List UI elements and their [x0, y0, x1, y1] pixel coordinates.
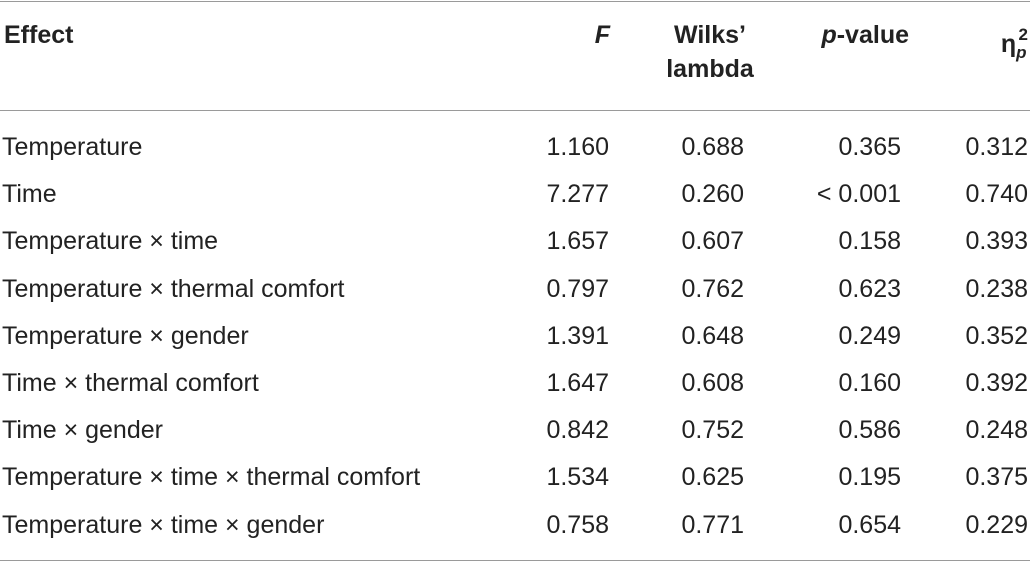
table-row: Time × gender 0.842 0.752 0.586 0.248: [0, 407, 1030, 454]
cell-partial-eta-squared: 0.375: [965, 463, 1028, 492]
cell-partial-eta-squared: 0.248: [965, 416, 1028, 445]
cell-partial-eta-squared: 0.238: [965, 274, 1028, 303]
cell-f: 1.391: [546, 321, 609, 350]
header-effect: Effect: [4, 21, 74, 49]
cell-effect: Time: [2, 180, 57, 209]
table-row: Temperature × gender 1.391 0.648 0.249 0.352: [0, 313, 1030, 360]
table-row: Temperature × thermal comfort 0.797 0.762 0…: [0, 266, 1030, 313]
cell-partial-eta-squared: 0.393: [965, 227, 1028, 256]
cell-p-value: 0.365: [838, 133, 901, 161]
header-p-rest: -value: [836, 21, 909, 49]
cell-f: 0.758: [546, 510, 609, 539]
cell-wilks-lambda: 0.648: [681, 321, 744, 350]
cell-wilks-lambda: 0.688: [681, 133, 744, 161]
table-row: Temperature 1.160 0.688 0.365 0.312: [0, 124, 1030, 171]
cell-wilks-lambda: 0.762: [681, 274, 744, 303]
cell-effect: Temperature × thermal comfort: [2, 274, 345, 303]
header-eta-symbol: η: [1000, 30, 1017, 58]
cell-partial-eta-squared: 0.392: [965, 368, 1028, 397]
cell-f: 7.277: [546, 180, 609, 209]
bottom-rule: [0, 560, 1030, 561]
cell-p-value: < 0.001: [816, 180, 901, 209]
cell-f: 1.534: [546, 463, 609, 492]
table-row: Time 7.277 0.260 < 0.001 0.740: [0, 171, 1030, 218]
cell-effect: Temperature: [2, 133, 143, 161]
table-row: Temperature × time × thermal comfort 1.53…: [0, 454, 1030, 501]
cell-p-value: 0.249: [838, 321, 901, 350]
header-partial-eta-squared: ηp2: [1001, 18, 1028, 70]
header-p-italic: p: [821, 21, 837, 49]
cell-p-value: 0.195: [838, 463, 901, 492]
cell-f: 1.657: [546, 227, 609, 256]
header-f: F: [594, 21, 610, 49]
cell-effect: Temperature × time: [2, 227, 219, 256]
cell-effect: Time × thermal comfort: [2, 368, 259, 397]
cell-f: 0.797: [546, 274, 609, 303]
cell-f: 0.842: [546, 416, 609, 445]
header-rule: [0, 110, 1030, 111]
cell-partial-eta-squared: 0.312: [965, 133, 1028, 161]
cell-wilks-lambda: 0.260: [681, 180, 744, 209]
cell-p-value: 0.654: [838, 510, 901, 539]
header-eta-superscript: 2: [1018, 25, 1028, 44]
cell-effect: Temperature × gender: [2, 321, 249, 350]
header-wilks-line2: lambda: [666, 55, 754, 83]
table-row: Temperature × time 1.657 0.607 0.158 0.393: [0, 218, 1030, 265]
header-wilks-line1: Wilks’: [673, 21, 747, 49]
cell-f: 1.647: [546, 368, 609, 397]
cell-p-value: 0.623: [838, 274, 901, 303]
cell-effect: Time × gender: [2, 416, 163, 445]
cell-partial-eta-squared: 0.229: [965, 510, 1028, 539]
cell-wilks-lambda: 0.625: [681, 463, 744, 492]
cell-partial-eta-squared: 0.740: [965, 180, 1028, 209]
cell-effect: Temperature × time × gender: [2, 510, 325, 539]
cell-wilks-lambda: 0.752: [681, 416, 744, 445]
header-eta-subscript: p: [1016, 43, 1027, 62]
cell-wilks-lambda: 0.771: [681, 510, 744, 539]
cell-f: 1.160: [546, 133, 609, 161]
top-rule: [0, 1, 1030, 2]
cell-p-value: 0.160: [838, 368, 901, 397]
cell-p-value: 0.158: [838, 227, 901, 256]
cell-wilks-lambda: 0.608: [681, 368, 744, 397]
cell-partial-eta-squared: 0.352: [965, 321, 1028, 350]
header-p-value: p-value: [821, 18, 909, 52]
table-row: Time × thermal comfort 1.647 0.608 0.160 0.3…: [0, 360, 1030, 407]
header-wilks-lambda: Wilks’ lambda: [655, 18, 765, 86]
table-body: Temperature 1.160 0.688 0.365 0.312 Time 7.277…: [0, 124, 1030, 549]
cell-p-value: 0.586: [838, 416, 901, 445]
cell-wilks-lambda: 0.607: [681, 227, 744, 256]
cell-effect: Temperature × time × thermal comfort: [2, 463, 421, 492]
table-row: Temperature × time × gender 0.758 0.771 0.6…: [0, 502, 1030, 549]
